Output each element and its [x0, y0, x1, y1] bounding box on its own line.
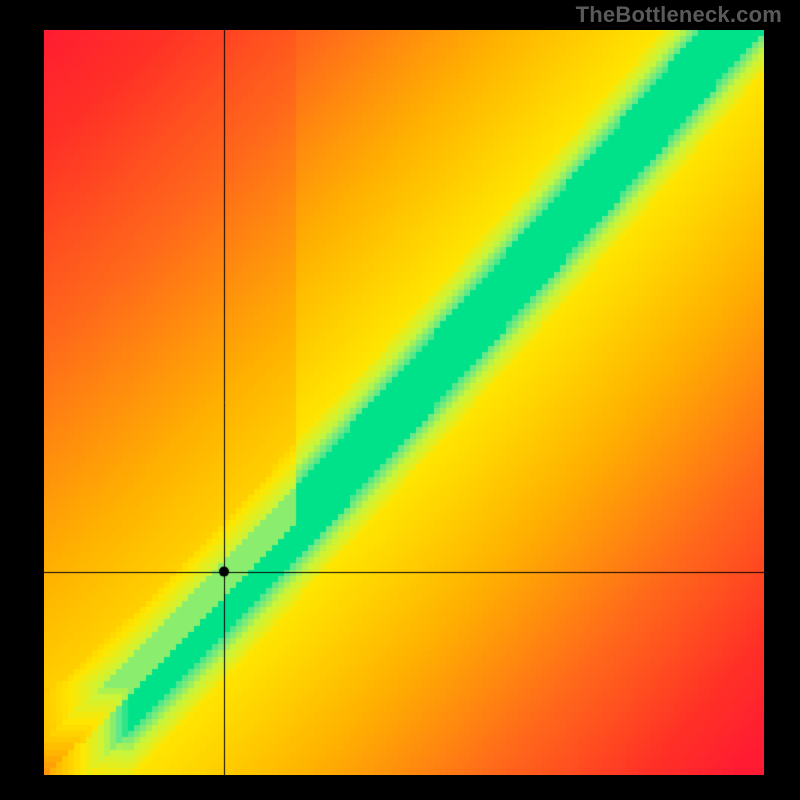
crosshair-overlay-canvas: [44, 30, 764, 775]
chart-root: TheBottleneck.com: [0, 0, 800, 800]
watermark-label: TheBottleneck.com: [576, 2, 782, 28]
